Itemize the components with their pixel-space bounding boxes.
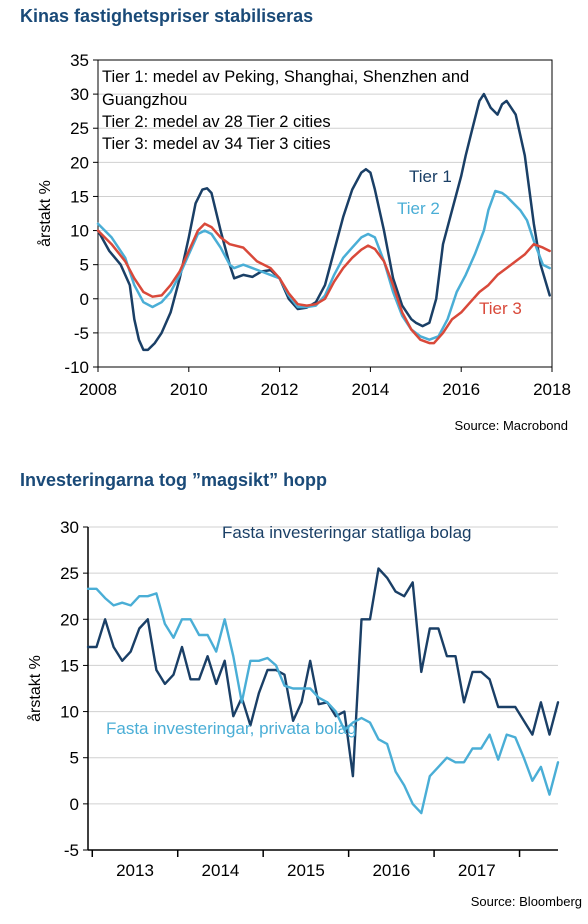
x-tick-label: 2012 [261, 380, 299, 399]
y-tick-label: 25 [70, 119, 89, 138]
y-tick-label: 20 [60, 610, 79, 629]
series-label-2: Fasta investeringar, privata bolag [106, 719, 356, 738]
note-line: Tier 3: medel av 34 Tier 3 cities [102, 135, 331, 153]
y-tick-label: 0 [80, 290, 89, 309]
note-line: Guangzhou [102, 91, 187, 109]
x-tick-label: 2017 [458, 861, 496, 880]
series-line-3 [96, 222, 551, 345]
y-tick-label: 20 [70, 153, 89, 172]
y-tick-label: 30 [70, 85, 89, 104]
series-label-2: Tier 2 [397, 199, 440, 218]
chart1-title: Kinas fastighetspriser stabiliseras [20, 6, 314, 26]
series-line-1 [86, 567, 560, 778]
y-tick-label: -5 [64, 841, 79, 860]
y-axis-label: årstakt % [26, 655, 44, 722]
x-tick-label: 2010 [170, 380, 208, 399]
chart1-svg: 35 30 25 20 15 10 5 0 -5 -10 2008 2010 2012 2014 2016 2… [36, 51, 571, 399]
y-tick-label: 5 [70, 749, 79, 768]
x-tick-label: 2018 [533, 380, 571, 399]
y-tick-label: 35 [70, 51, 89, 70]
x-tick-label: 2014 [202, 861, 240, 880]
x-tick-label: 2008 [79, 380, 117, 399]
chart1-source: Source: Macrobond [454, 418, 568, 433]
series-line-1 [96, 92, 551, 352]
y-tick-label: 15 [70, 187, 89, 206]
y-tick-label: 10 [60, 703, 79, 722]
series-line-2 [96, 189, 551, 341]
y-tick-label: 30 [60, 518, 79, 537]
y-tick-label: 5 [80, 256, 89, 275]
x-tick-label: 2016 [372, 861, 410, 880]
y-tick-label: 25 [60, 564, 79, 583]
y-tick-label: -10 [64, 358, 89, 377]
series-label-1: Tier 1 [409, 167, 452, 186]
series-line-2 [86, 587, 560, 815]
series-label-3: Tier 3 [479, 299, 522, 318]
chart2-title: Investeringarna tog ”magsikt” hopp [20, 470, 328, 490]
y-tick-label: 15 [60, 656, 79, 675]
y-tick-label: 0 [70, 795, 79, 814]
y-tick-label: -5 [74, 324, 89, 343]
y-axis-label: årstakt % [36, 180, 54, 247]
series-label-1: Fasta investeringar statliga bolag [222, 523, 471, 542]
note-line: Tier 2: medel av 28 Tier 2 cities [102, 113, 331, 131]
x-tick-label: 2013 [116, 861, 154, 880]
x-tick-label: 2015 [287, 861, 325, 880]
chart2-source: Source: Bloomberg [470, 894, 582, 909]
note-line: Tier 1: medel av Peking, Shanghai, Shenz… [102, 68, 469, 86]
plot-frame [97, 59, 553, 368]
x-tick-label: 2016 [442, 380, 480, 399]
y-tick-label: 10 [70, 222, 89, 241]
x-tick-label: 2014 [351, 380, 389, 399]
